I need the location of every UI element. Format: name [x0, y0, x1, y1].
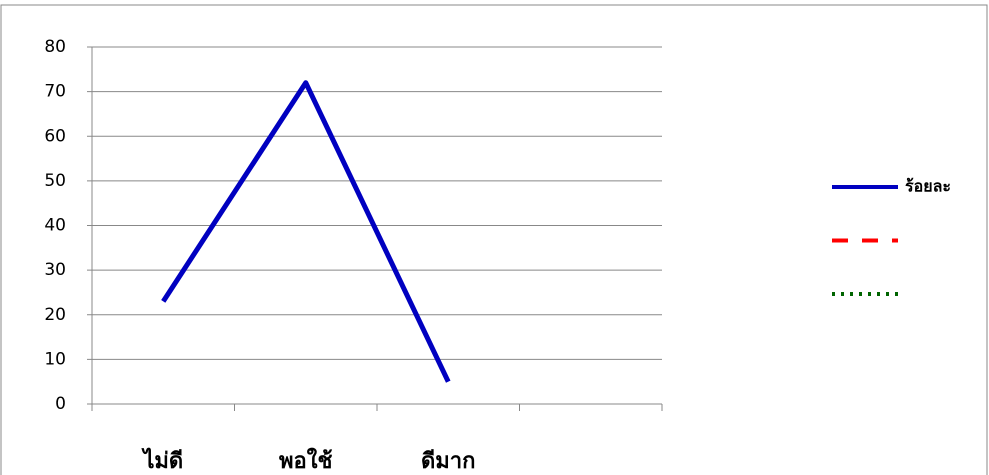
y-tick-label: 80	[44, 37, 66, 57]
y-tick-label: 70	[44, 82, 66, 102]
y-tick-label: 40	[44, 216, 66, 236]
chart-frame	[0, 4, 988, 475]
x-tick-label: ดีมาก	[421, 449, 475, 474]
y-tick-label: 60	[44, 126, 66, 146]
data-line	[161, 80, 451, 383]
x-tick-label: ไม่ดี	[141, 447, 183, 474]
legend-label: ร้อยละ	[905, 177, 951, 196]
y-tick-label: 50	[44, 171, 66, 191]
x-tick-label: พอใช้	[279, 447, 332, 474]
y-tick-label: 10	[44, 349, 66, 369]
y-tick-label: 30	[44, 260, 66, 280]
y-tick-label: 0	[55, 394, 66, 414]
y-tick-label: 20	[44, 305, 66, 325]
